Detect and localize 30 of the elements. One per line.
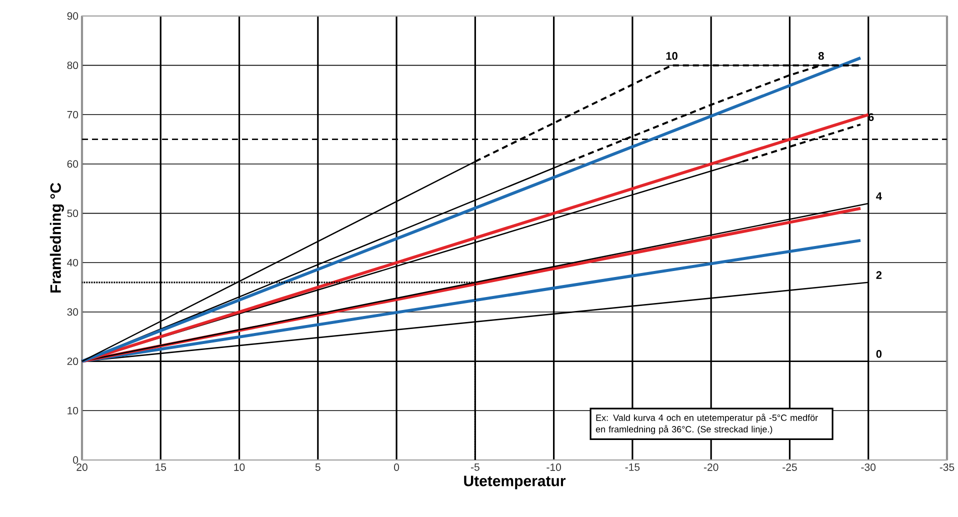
annotation: Ex: Vald kurva 4 och en utetemperatur på -5°C medför en framledning på 36°C. (Se streckad linje.) <box>596 414 818 434</box>
y-tick-label: 40 <box>67 258 78 266</box>
x-tick-label: -35 <box>940 464 954 471</box>
series-label: 10 <box>666 52 678 60</box>
y-tick-label: 90 <box>67 12 78 20</box>
x-tick-label: -5 <box>470 464 480 471</box>
x-tick-label: 5 <box>315 464 320 471</box>
series-label: 0 <box>876 350 882 358</box>
series-label: 2 <box>876 271 882 279</box>
x-tick-label: 15 <box>156 464 166 471</box>
y-tick-label: 80 <box>67 62 78 70</box>
x-tick-label: -10 <box>546 464 561 471</box>
x-tick-label: 10 <box>234 464 245 471</box>
y-axis-title: Framledning °C <box>50 182 64 292</box>
x-tick-label: -25 <box>782 464 797 471</box>
y-tick-label: 50 <box>67 210 78 218</box>
x-tick-label: -20 <box>704 464 718 471</box>
y-tick-label: 30 <box>67 308 78 316</box>
x-tick-label: 0 <box>394 464 400 471</box>
x-tick-label: -15 <box>625 464 640 471</box>
series-label: 8 <box>818 52 824 60</box>
y-tick-label: 0 <box>73 456 78 464</box>
y-tick-label: 20 <box>67 358 78 366</box>
series-label: 4 <box>876 192 882 200</box>
x-tick-label: -30 <box>861 464 876 471</box>
y-tick-label: 60 <box>67 160 78 168</box>
y-tick-label: 70 <box>67 110 78 118</box>
y-tick-label: 10 <box>68 406 78 414</box>
x-axis-title: Utetemperatur <box>464 476 566 490</box>
x-tick-label: 20 <box>76 464 88 471</box>
